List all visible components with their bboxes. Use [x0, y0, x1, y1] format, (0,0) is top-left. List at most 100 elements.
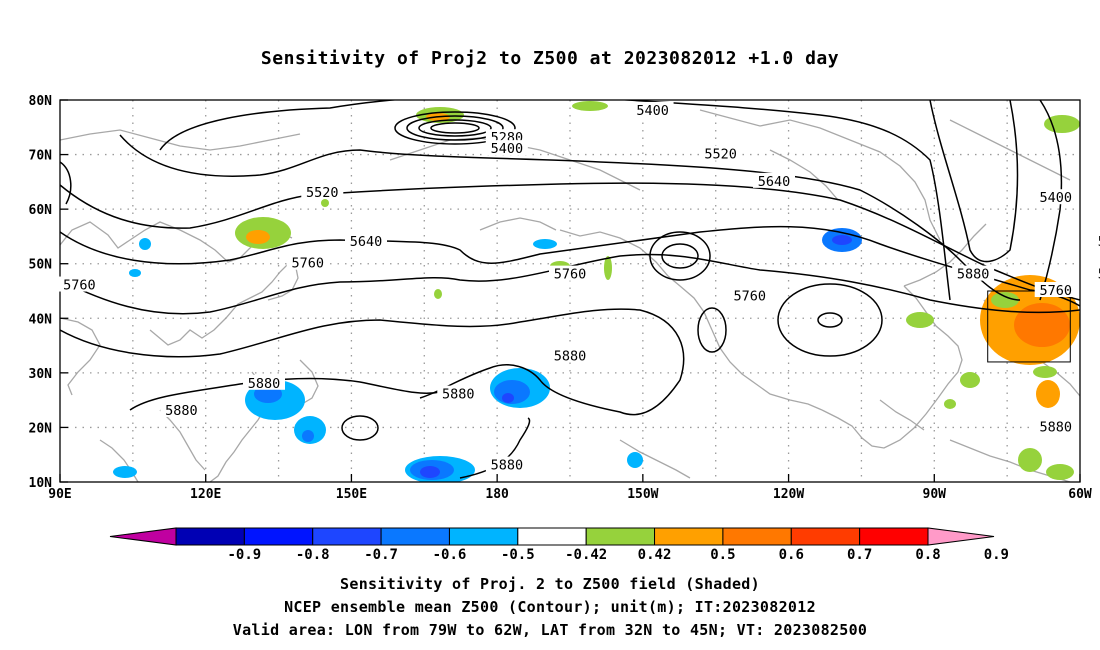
contour-label: 5520 [1098, 234, 1100, 250]
shade-green-blob [960, 372, 980, 388]
shade-green-blob [906, 312, 934, 328]
contour-label-bg [437, 385, 480, 401]
colorbar-label: -0.8 [296, 547, 330, 563]
shade-green-blob [944, 399, 956, 409]
contour-label: 5880 [442, 387, 475, 403]
contour-label: 5640 [1098, 267, 1100, 283]
contour-label: 5640 [758, 174, 791, 190]
colorbar-swatch [312, 527, 382, 546]
colorbar-swatch [722, 527, 792, 546]
colorbar-swatch [243, 527, 314, 546]
contour-label-bg [286, 254, 329, 270]
contour-label-bg [728, 287, 771, 303]
lon-tick-label: 120W [773, 487, 804, 502]
contour-label: 5520 [704, 147, 737, 163]
contour-label-bg [58, 276, 101, 292]
contour-label-bg [1093, 265, 1100, 281]
map-background [60, 100, 1080, 482]
colorbar-label: 0.6 [779, 547, 804, 563]
lat-tick-label: 60N [29, 203, 53, 218]
contour-label-bg [485, 456, 528, 472]
contour-label: 5520 [306, 185, 339, 201]
colorbar-label: 0.42 [638, 547, 672, 563]
shade-cyan-blob [129, 269, 141, 277]
colorbar-label: -0.7 [364, 547, 398, 563]
contour-label-bg [952, 265, 995, 281]
contour-label: 5760 [291, 256, 324, 272]
shade-darkblue-blob [502, 393, 514, 403]
chart-title: Sensitivity of Proj2 to Z500 at 20230820… [260, 48, 840, 69]
lon-tick-label: 60W [1068, 487, 1092, 502]
colorbar-label: 0.5 [710, 547, 735, 563]
caption-valid-area: Valid area: LON from 79W to 62W, LAT fro… [232, 621, 868, 639]
contour-label-bg [485, 140, 528, 156]
lon-tick-label: 180 [485, 487, 509, 502]
colorbar-low-triangle [109, 527, 177, 546]
lat-tick-label: 80N [29, 94, 53, 109]
shade-green-blob [1033, 366, 1057, 378]
lat-tick-label: 20N [29, 421, 53, 436]
lat-tick-label: 10N [29, 476, 53, 491]
contour-labels: 5400528054005520552056405400552056405640… [58, 101, 1100, 474]
colorbar-label: -0.42 [565, 547, 607, 563]
colorbar-swatch [517, 527, 587, 546]
contour-label-bg [160, 402, 203, 418]
shade-green-blob [572, 101, 608, 111]
contour-label-bg [549, 265, 591, 281]
shade-orange-blob [246, 230, 270, 244]
contour-label: 5760 [554, 267, 587, 283]
shade-cyan-blob [139, 238, 151, 250]
colorbar-swatch [380, 527, 450, 546]
contour-label-bg [753, 172, 795, 188]
shade-green-blob [434, 289, 442, 299]
contour-label: 5760 [63, 278, 96, 294]
shade-darkblue-blob [420, 466, 440, 478]
contour-label: 5400 [1039, 190, 1072, 206]
colorbar-swatch [859, 527, 929, 546]
contour-label-bg [345, 232, 387, 248]
lon-tick-label: 90W [923, 487, 947, 502]
sensitivity-shading [113, 101, 1080, 482]
contour-label: 5640 [350, 234, 383, 250]
contour-label-bg [1034, 282, 1077, 297]
shade-cyan-blob [627, 452, 643, 468]
lat-tick-label: 70N [29, 149, 53, 164]
shade-green-blob [991, 292, 1019, 308]
colorbar-swatch [790, 527, 861, 546]
shade-red-blob [1014, 303, 1070, 347]
colorbar-swatch [585, 527, 656, 546]
shade-blue-blob [302, 430, 314, 442]
shade-cyan-blob [533, 239, 557, 249]
caption-shaded: Sensitivity of Proj. 2 to Z500 field (Sh… [340, 575, 760, 593]
colorbar-label: 0.9 [984, 547, 1009, 563]
colorbar-label: -0.6 [433, 547, 467, 563]
contour-label: 5760 [733, 288, 766, 304]
contour-label: 5400 [491, 141, 524, 157]
valid-area-box [987, 290, 1071, 363]
lon-tick-label: 120E [190, 487, 221, 502]
shade-green-blob [604, 256, 612, 280]
contour-label: 5880 [248, 376, 281, 392]
shade-blue-blob [832, 235, 852, 245]
contour-label: 5880 [554, 348, 587, 364]
contour-label-bg [1034, 189, 1077, 205]
gridlines [60, 100, 1080, 482]
contour-label-bg [631, 101, 674, 117]
contour-label: 5760 [1039, 283, 1072, 299]
colorbar-swatch [654, 527, 724, 546]
colorbar: -0.9 -0.8 -0.7 -0.6 -0.5 -0.42 0.42 0.5 0.6 0.7 0.… [109, 527, 1009, 563]
contour-label-bg [699, 145, 742, 161]
latitude-axis: 80N 70N 60N 50N 40N 30N 20N 10N [29, 94, 68, 491]
z500-contours [60, 100, 1080, 479]
colorbar-high-triangle [927, 527, 995, 546]
shade-orange-blob [1036, 380, 1060, 408]
lon-tick-label: 150E [336, 487, 367, 502]
shade-green-blob [1046, 464, 1074, 480]
shade-cyan-blob [113, 466, 137, 478]
colorbar-label: 0.8 [915, 547, 940, 563]
contour-label-bg [1093, 232, 1100, 248]
shade-green-blob [1018, 448, 1042, 472]
colorbar-label: -0.9 [228, 547, 262, 563]
colorbar-swatch [175, 527, 245, 546]
